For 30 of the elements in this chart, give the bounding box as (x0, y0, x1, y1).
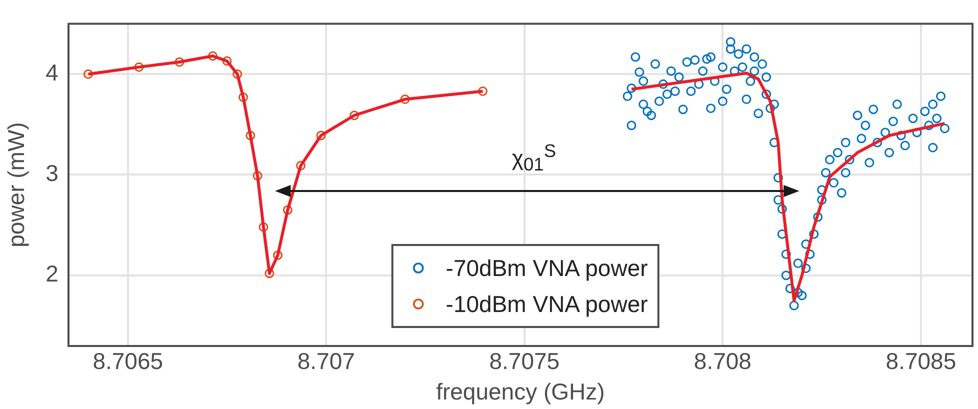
y-tick-label: 3 (46, 160, 58, 186)
point (264, 268, 274, 278)
point (252, 170, 262, 180)
point (273, 250, 283, 260)
point (232, 69, 242, 79)
point (478, 86, 488, 96)
point (258, 222, 268, 232)
point (350, 110, 360, 120)
x-tick-label: 8.708 (694, 348, 752, 374)
point (208, 51, 218, 61)
x-tick-label: 8.7085 (886, 348, 956, 374)
point (296, 160, 306, 170)
point (246, 130, 256, 140)
point (222, 56, 232, 66)
legend-label: -10dBm VNA power (446, 290, 648, 319)
point (174, 57, 184, 67)
x-tick-label: 8.7075 (489, 348, 560, 374)
x-tick-label: 8.707 (297, 348, 355, 374)
point (134, 62, 144, 72)
x-axis-title: frequency (GHz) (436, 378, 605, 405)
point (282, 205, 292, 215)
x-tick-label: 8.7065 (92, 348, 164, 374)
point (83, 69, 93, 79)
y-tick-label: 4 (46, 59, 59, 86)
legend-label: -70dBm VNA power (446, 254, 648, 283)
y-tick-label: 2 (46, 260, 58, 287)
y-axis-title: power (mW) (3, 122, 30, 248)
point (238, 92, 248, 102)
point (400, 94, 410, 104)
point (316, 130, 326, 140)
